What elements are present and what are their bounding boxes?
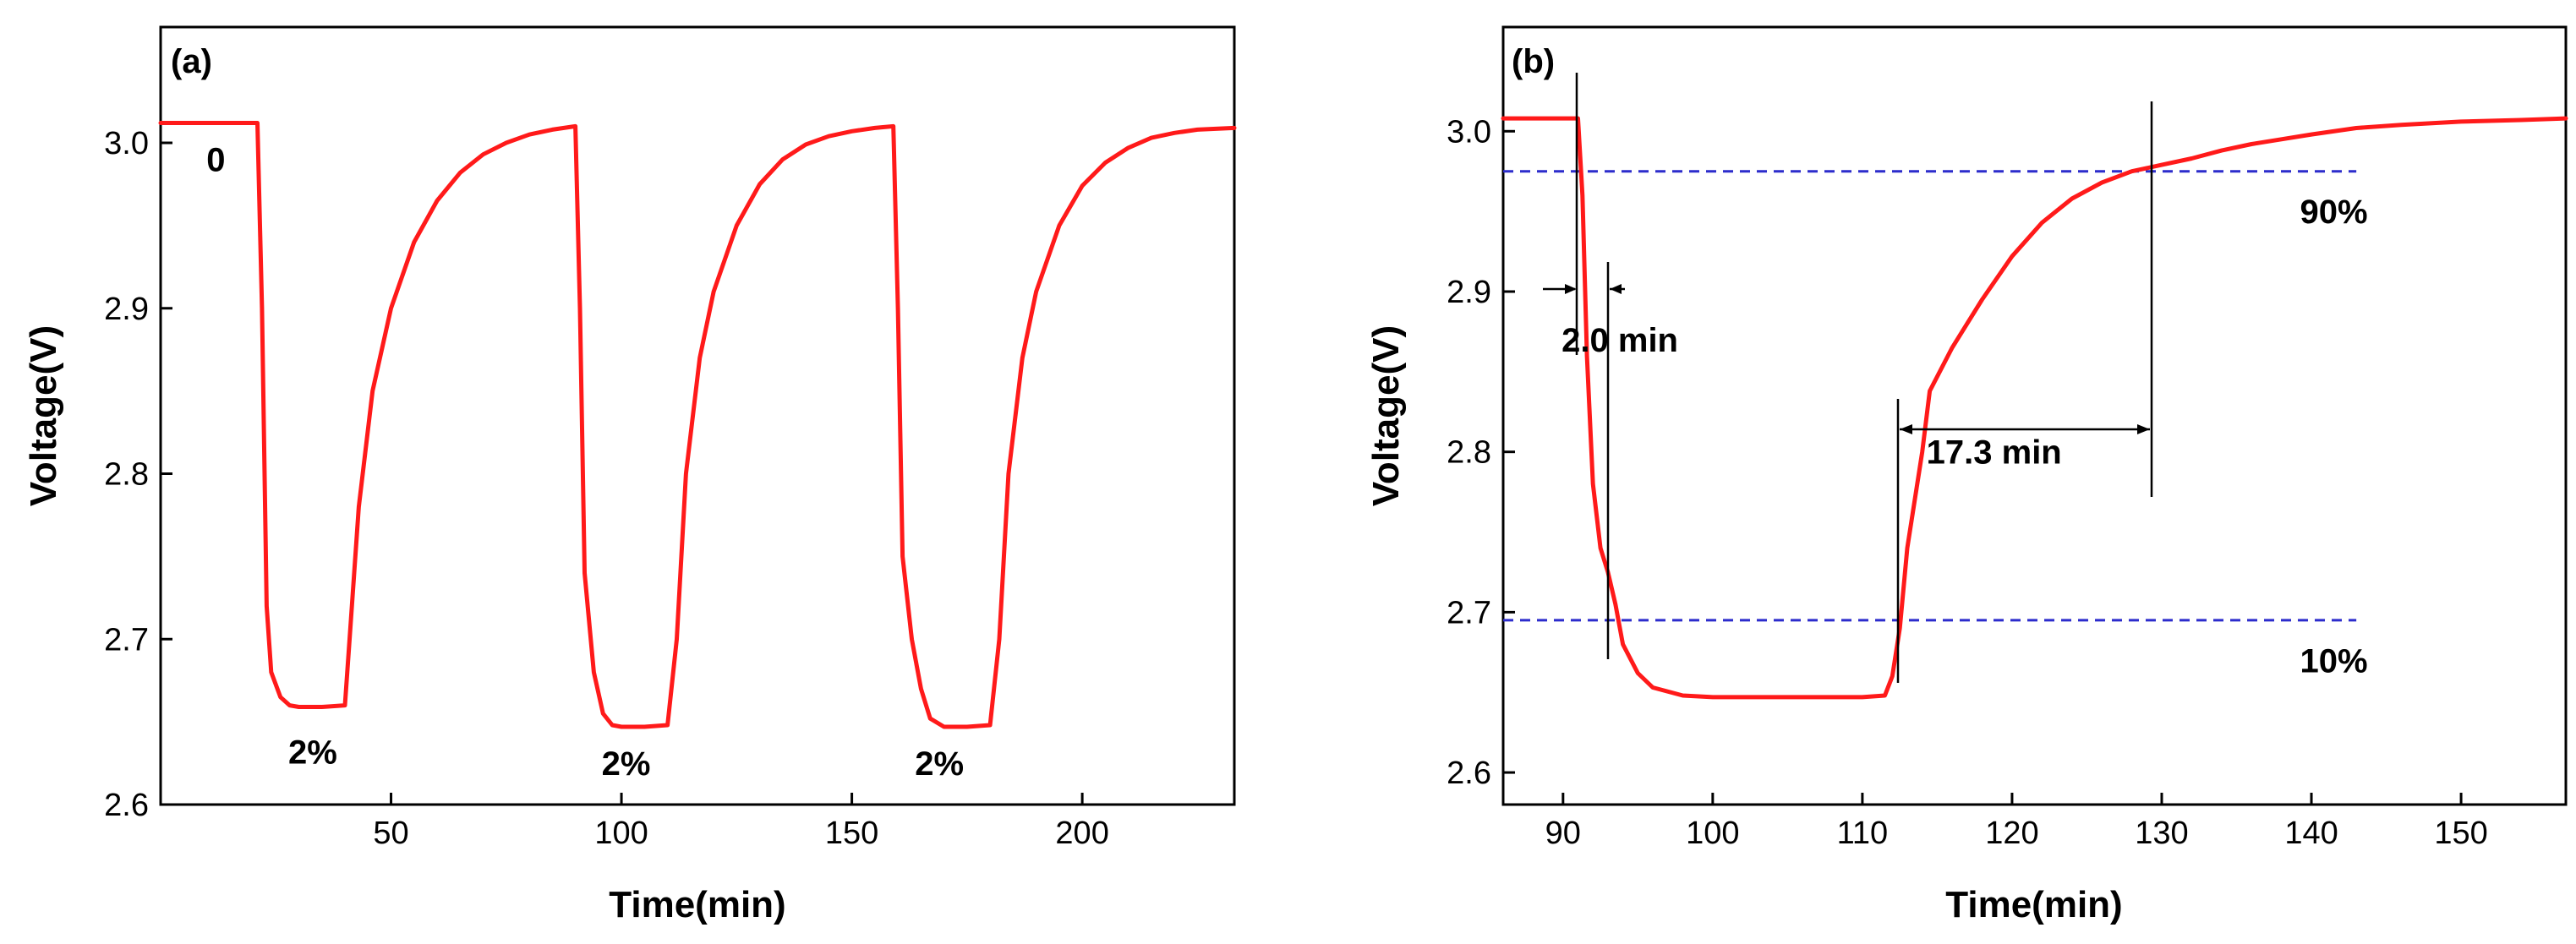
- reference-lines-b: [1503, 170, 2357, 622]
- annotation-a-3: 2%: [915, 745, 964, 783]
- y-tick-label-b-0: 2.6: [1447, 756, 1491, 791]
- y-tick-label-b-4: 3.0: [1447, 114, 1491, 150]
- x-axis-title-b: Time(min): [1945, 884, 2122, 925]
- plot-frame-b: [1501, 25, 2568, 806]
- x-tick-label-b-0: 90: [1545, 816, 1581, 851]
- ticks-a: 50 100 150 200 2.6 2.7 2.8 2.9 3.0: [104, 126, 1109, 851]
- arrowhead-right-2min: [1610, 284, 1622, 294]
- y-tick-label-b-2: 2.8: [1447, 435, 1491, 471]
- x-axis-title-a: Time(min): [609, 884, 785, 925]
- x-tick-label-b-2: 110: [1837, 816, 1889, 851]
- panel-label-a: (a): [171, 43, 212, 80]
- y-tick-label-a-4: 3.0: [104, 126, 149, 161]
- series-group-b: [1501, 116, 2568, 700]
- y-axis-title-b: Voltage(V): [1365, 325, 1407, 506]
- x-tick-label-b-5: 140: [2284, 816, 2338, 851]
- plot-frame-a: [159, 25, 1236, 806]
- series-line-a-0: [158, 121, 1237, 729]
- panel-b: (b) Time(min) Voltage(V) 90 100 110 120 130 1…: [1365, 25, 2568, 925]
- y-tick-label-b-3: 2.9: [1447, 275, 1491, 310]
- x-tick-label-b-4: 130: [2135, 816, 2188, 851]
- annotation-b-0: 2.0 min: [1561, 322, 1678, 359]
- y-tick-label-a-3: 2.9: [104, 292, 149, 327]
- x-tick-label-a-1: 100: [594, 816, 648, 851]
- panel-label-b: (b): [1512, 43, 1555, 80]
- x-tick-label-b-6: 150: [2434, 816, 2487, 851]
- annotation-a-0: 0: [206, 142, 225, 179]
- x-tick-label-a-2: 150: [825, 816, 878, 851]
- panel-a: (a) Time(min) Voltage(V) 50 100 150 200 2.6 2…: [23, 25, 1237, 925]
- arrowhead-left-17min: [1900, 424, 1912, 434]
- arrowhead-left-2min: [1565, 284, 1577, 294]
- y-tick-label-a-0: 2.6: [104, 788, 149, 823]
- annotation-b-3: 10%: [2300, 642, 2368, 679]
- x-tick-label-b-1: 100: [1686, 816, 1739, 851]
- interval-markers-b: [1543, 73, 2153, 683]
- annotation-b-1: 17.3 min: [1927, 434, 2062, 472]
- x-tick-label-a-0: 50: [373, 816, 408, 851]
- y-tick-label-a-2: 2.8: [104, 457, 149, 493]
- annotation-a-2: 2%: [602, 745, 651, 783]
- ticks-b: 90 100 110 120 130 140 150 2.6 2.7 2.8 2.9 3.0: [1447, 114, 2488, 851]
- annotations-a: 0 2% 2% 2%: [206, 142, 964, 783]
- y-tick-label-b-1: 2.7: [1447, 595, 1491, 630]
- x-tick-label-b-3: 120: [1985, 816, 2038, 851]
- y-axis-title-a: Voltage(V): [23, 325, 64, 506]
- series-line-b-0: [1501, 116, 2568, 700]
- arrowhead-right-17min: [2137, 424, 2150, 434]
- annotation-a-1: 2%: [288, 734, 337, 771]
- series-group-a: [158, 121, 1237, 729]
- annotation-b-2: 90%: [2300, 194, 2368, 231]
- annotations-b: 2.0 min 17.3 min 90% 10%: [1561, 194, 2367, 679]
- x-tick-label-a-3: 200: [1055, 816, 1108, 851]
- y-tick-label-a-1: 2.7: [104, 622, 149, 658]
